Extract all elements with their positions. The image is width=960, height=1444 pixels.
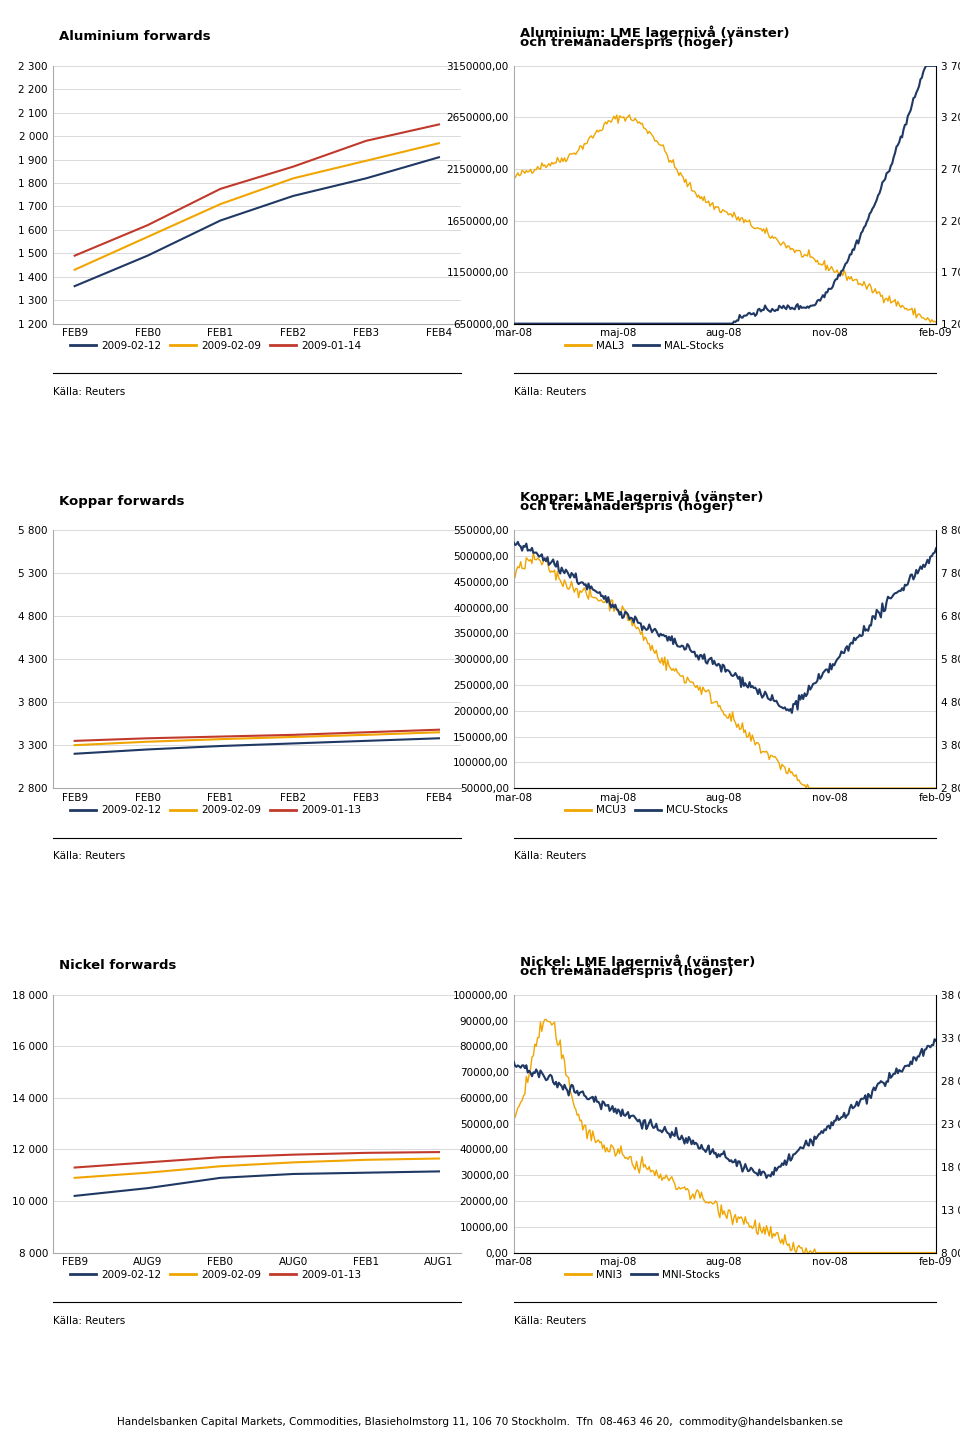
Text: Källa: Reuters: Källa: Reuters xyxy=(53,852,125,862)
Legend: 2009-02-12, 2009-02-09, 2009-01-13: 2009-02-12, 2009-02-09, 2009-01-13 xyxy=(66,801,365,819)
Text: Koppar: LME lagernivå (vänster): Koppar: LME lagernivå (vänster) xyxy=(520,490,763,504)
Legend: MCU3, MCU-Stocks: MCU3, MCU-Stocks xyxy=(561,801,732,819)
Text: och trемånaderspris (höger): och trемånaderspris (höger) xyxy=(520,963,733,978)
Legend: MNI3, MNI-Stocks: MNI3, MNI-Stocks xyxy=(561,1265,725,1284)
Text: Källa: Reuters: Källa: Reuters xyxy=(514,387,586,397)
Text: Koppar forwards: Koppar forwards xyxy=(59,495,184,508)
Legend: 2009-02-12, 2009-02-09, 2009-01-14: 2009-02-12, 2009-02-09, 2009-01-14 xyxy=(66,336,365,355)
Text: Källa: Reuters: Källa: Reuters xyxy=(514,1315,586,1326)
Legend: 2009-02-12, 2009-02-09, 2009-01-13: 2009-02-12, 2009-02-09, 2009-01-13 xyxy=(66,1265,365,1284)
Legend: MAL3, MAL-Stocks: MAL3, MAL-Stocks xyxy=(561,336,729,355)
Text: Aluminium forwards: Aluminium forwards xyxy=(59,30,210,43)
Text: och trемånaderspris (höger): och trемånaderspris (höger) xyxy=(520,498,733,513)
Text: Nickel: LME lagernivå (vänster): Nickel: LME lagernivå (vänster) xyxy=(520,954,756,969)
Text: Aluminium: LME lagernivå (vänster): Aluminium: LME lagernivå (vänster) xyxy=(520,25,789,39)
Text: Nickel forwards: Nickel forwards xyxy=(59,959,177,972)
Text: och trемånaderspris (höger): och trемånaderspris (höger) xyxy=(520,35,733,49)
Text: Källa: Reuters: Källa: Reuters xyxy=(53,387,125,397)
Text: Handelsbanken Capital Markets, Commodities, Blasieholmstorg 11, 106 70 Stockholm: Handelsbanken Capital Markets, Commoditi… xyxy=(117,1418,843,1427)
Text: Källa: Reuters: Källa: Reuters xyxy=(514,852,586,862)
Text: Källa: Reuters: Källa: Reuters xyxy=(53,1315,125,1326)
